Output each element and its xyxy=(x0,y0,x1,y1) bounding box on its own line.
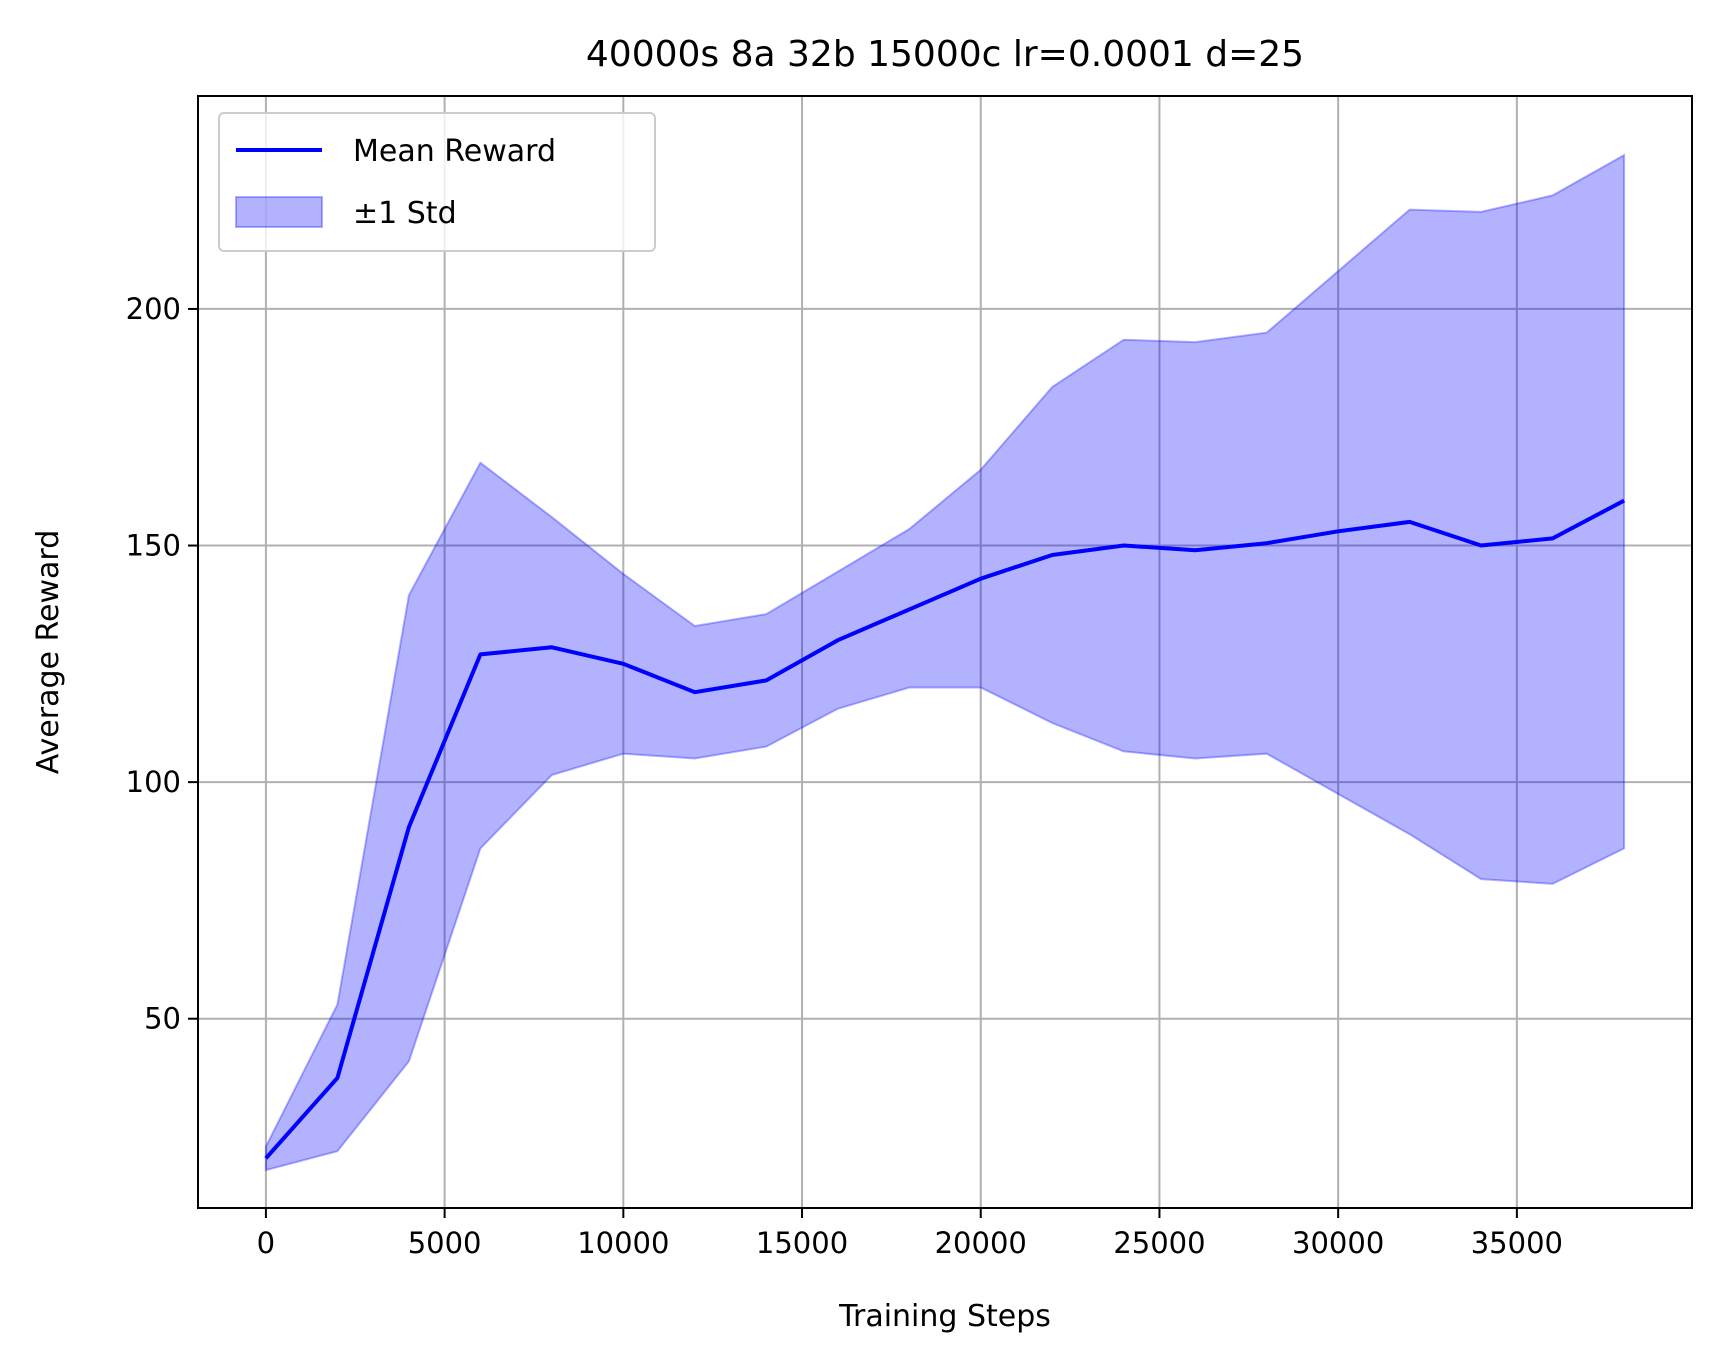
x-tick-label-5: 25000 xyxy=(1113,1226,1205,1260)
x-tick-label-7: 35000 xyxy=(1471,1226,1563,1260)
grid xyxy=(198,96,1692,1208)
y-tick-label-0: 50 xyxy=(144,1002,181,1036)
legend-band-swatch xyxy=(235,196,323,228)
std-band xyxy=(264,153,1626,1172)
x-tick-label-4: 20000 xyxy=(935,1226,1027,1260)
legend: Mean Reward ±1 Std xyxy=(218,112,656,252)
legend-label-mean-reward: Mean Reward xyxy=(353,134,556,169)
std-band-area xyxy=(264,153,1626,1172)
x-tick-label-0: 0 xyxy=(257,1226,275,1260)
legend-label-std: ±1 Std xyxy=(353,196,457,231)
x-tick-label-3: 15000 xyxy=(756,1226,848,1260)
x-axis-ticks: 0 5000 10000 15000 20000 25000 30000 35000 xyxy=(257,1208,1563,1260)
x-axis-label: Training Steps xyxy=(838,1299,1051,1334)
y-tick-label-1: 100 xyxy=(126,765,181,799)
plot-frame xyxy=(197,95,1693,1209)
x-tick-label-1: 5000 xyxy=(408,1226,482,1260)
y-tick-label-3: 200 xyxy=(126,292,181,326)
legend-box xyxy=(218,112,656,252)
x-tick-label-6: 30000 xyxy=(1292,1226,1384,1260)
mean-reward-line xyxy=(264,498,1626,1160)
y-tick-label-2: 150 xyxy=(126,529,181,563)
chart-title: 40000s 8a 32b 15000c lr=0.0001 d=25 xyxy=(586,34,1304,75)
x-tick-label-2: 10000 xyxy=(577,1226,669,1260)
y-axis-ticks: 50 100 150 200 xyxy=(126,292,198,1036)
y-axis-label: Average Reward xyxy=(31,530,66,774)
mean-reward-polyline xyxy=(264,498,1626,1160)
